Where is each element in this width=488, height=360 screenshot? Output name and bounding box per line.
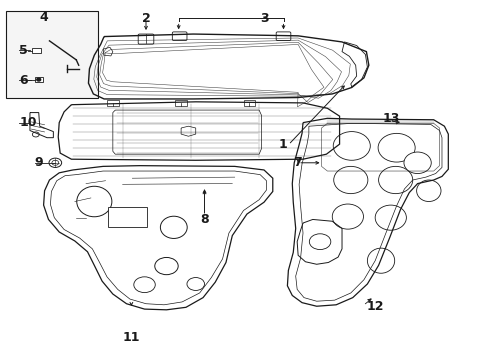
Text: 10: 10: [19, 116, 37, 129]
FancyBboxPatch shape: [276, 32, 290, 41]
Bar: [243, 100, 255, 106]
Circle shape: [309, 234, 330, 249]
Circle shape: [49, 158, 61, 167]
Text: 9: 9: [35, 156, 43, 169]
Text: 7: 7: [293, 156, 302, 169]
Ellipse shape: [160, 216, 187, 238]
Ellipse shape: [374, 205, 406, 230]
Ellipse shape: [403, 152, 430, 174]
Bar: [5, 12, 98, 98]
Ellipse shape: [77, 186, 112, 217]
Text: 4: 4: [39, 12, 48, 24]
Text: 11: 11: [122, 330, 140, 343]
Text: 5: 5: [19, 44, 28, 57]
Bar: [32, 48, 41, 53]
Text: 6: 6: [19, 74, 28, 87]
Text: 13: 13: [381, 112, 399, 125]
Circle shape: [52, 160, 59, 165]
Bar: [107, 100, 119, 106]
Ellipse shape: [378, 166, 412, 194]
Ellipse shape: [332, 132, 369, 160]
Text: 3: 3: [259, 12, 268, 25]
Bar: [35, 77, 42, 82]
FancyBboxPatch shape: [172, 32, 186, 41]
Bar: [175, 100, 186, 106]
Ellipse shape: [366, 248, 394, 273]
Ellipse shape: [333, 166, 367, 194]
Bar: [108, 207, 147, 226]
Text: 2: 2: [142, 12, 150, 25]
Ellipse shape: [331, 204, 363, 229]
Circle shape: [32, 132, 39, 137]
Text: 1: 1: [278, 138, 287, 150]
FancyBboxPatch shape: [138, 34, 154, 44]
Circle shape: [186, 278, 204, 291]
Text: 8: 8: [200, 213, 208, 226]
Circle shape: [134, 277, 155, 293]
Ellipse shape: [155, 257, 178, 275]
Ellipse shape: [377, 134, 414, 162]
Ellipse shape: [416, 180, 440, 202]
Circle shape: [37, 78, 41, 81]
Text: 12: 12: [366, 300, 383, 313]
